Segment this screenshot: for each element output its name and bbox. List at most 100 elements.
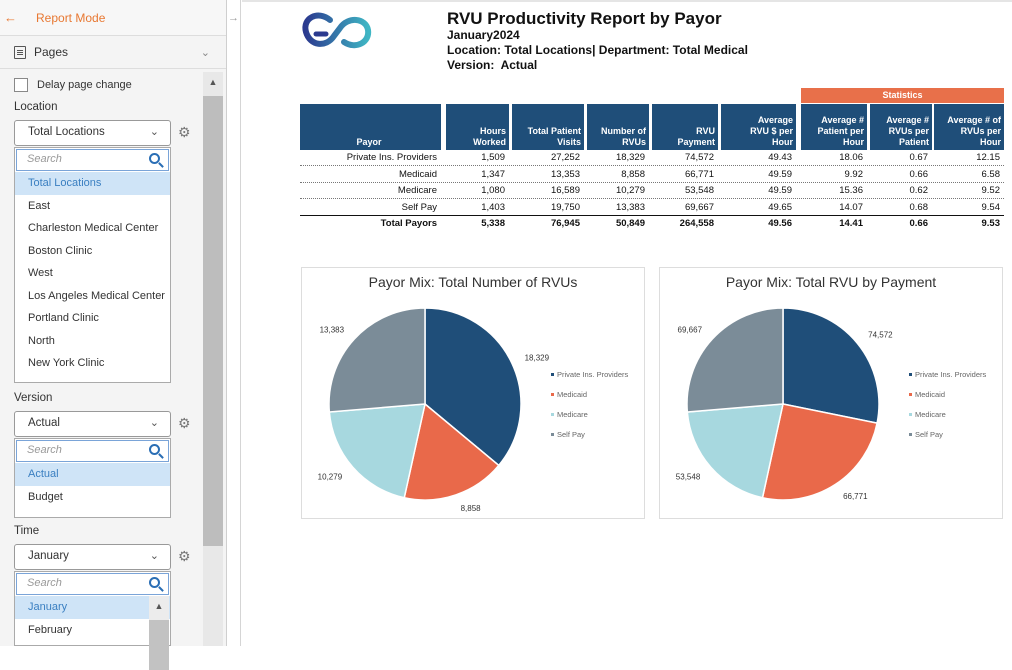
table-cell: 27,252: [550, 152, 580, 163]
table-cell: 6.58: [981, 168, 1001, 180]
column-header-rvus: Number of RVUs: [587, 104, 649, 150]
version-list-item[interactable]: Actual: [15, 463, 170, 486]
time-list-item[interactable]: January: [15, 596, 170, 619]
location-search-input[interactable]: Search: [16, 149, 169, 171]
location-list-item[interactable]: Los Angeles Medical Center: [28, 289, 165, 302]
legend-label: Medicare: [557, 410, 588, 419]
sidebar-scrollbar[interactable]: ▲: [203, 72, 223, 646]
legend-label: Medicaid: [915, 390, 945, 399]
table-row: Medicaid 1,347 13,353 8,858 66,771 49.59 9.92 0…: [300, 167, 1004, 183]
table-cell: 0.67: [909, 152, 929, 163]
version-dropdown[interactable]: Actual ⌄: [14, 411, 171, 437]
version-search-input[interactable]: Search: [16, 440, 169, 462]
location-list-item[interactable]: West: [28, 267, 53, 279]
search-icon[interactable]: [149, 444, 160, 455]
legend-swatch: [909, 413, 912, 416]
payor-name: Self Pay: [401, 201, 437, 213]
pie-chart-svg: 18,329 8,858 10,279 13,383 Private Ins. Prov…: [318, 307, 629, 513]
location-list-item[interactable]: Boston Clinic: [28, 244, 93, 257]
table-cell: 19,750: [550, 201, 580, 213]
legend-swatch: [551, 393, 554, 396]
report-mode-bar[interactable]: ← Report Mode: [0, 0, 226, 36]
pie-chart-payment: Payor Mix: Total RVU by Payment 74,572 66…: [659, 267, 1003, 519]
version-list: Search Actual Budget: [14, 438, 171, 518]
table-cell: 49.56: [768, 218, 792, 229]
legend-swatch: [551, 373, 554, 376]
table-cell: 18.06: [839, 152, 863, 163]
chevron-down-icon: ⌄: [149, 417, 159, 429]
legend-label: Private Ins. Providers: [915, 370, 987, 379]
pages-icon: [14, 45, 26, 59]
table-cell: 74,572: [684, 152, 714, 163]
time-search-input[interactable]: Search: [16, 573, 169, 595]
time-gear-icon[interactable]: ⚙: [178, 548, 191, 564]
table-cell: 66,771: [684, 168, 714, 180]
table-row: Private Ins. Providers 1,509 27,252 18,329 7…: [300, 150, 1004, 166]
payor-name: Medicaid: [398, 168, 437, 180]
table-cell: 8,858: [621, 168, 645, 180]
time-list-scrollbar[interactable]: ▲: [149, 596, 169, 670]
delay-page-change[interactable]: Delay page change: [14, 78, 132, 92]
location-list-item[interactable]: East: [28, 199, 51, 212]
location-dropdown[interactable]: Total Locations ⌄: [14, 120, 171, 146]
payor-name: Medicare: [397, 185, 437, 196]
location-list-item[interactable]: Charleston Medical Center: [28, 222, 159, 234]
table-row: Self Pay 1,403 19,750 13,383 69,667 49.65 14.0…: [300, 200, 1004, 216]
legend-swatch: [909, 433, 912, 436]
table-cell: 9.54: [981, 201, 1001, 213]
time-list-item[interactable]: February: [28, 623, 73, 636]
payor-name: Total Payors: [380, 218, 437, 229]
data-label: 10,279: [318, 472, 343, 481]
table-cell: 0.68: [909, 201, 929, 213]
pie-slice-medicaid: [761, 403, 878, 501]
column-header-hours: Hours Worked: [446, 104, 509, 150]
table-cell: 13,353: [550, 168, 580, 180]
column-header-payment: RVU Payment: [652, 104, 718, 150]
legend-label: Self Pay: [915, 430, 943, 439]
version-list-item[interactable]: Budget: [28, 490, 63, 503]
table-cell: 264,558: [679, 218, 714, 229]
top-border: [242, 0, 1012, 2]
search-icon[interactable]: [149, 577, 160, 588]
delay-checkbox[interactable]: [14, 78, 28, 92]
table-cell: 0.62: [909, 185, 929, 196]
back-arrow-icon[interactable]: ←: [4, 10, 17, 25]
pie-chart-rvus: Payor Mix: Total Number of RVUs 18,329 8,…: [301, 267, 645, 519]
chevron-down-icon[interactable]: ⌄: [200, 46, 210, 59]
pie-slice-private-ins-providers: [782, 307, 880, 424]
sidebar-splitter[interactable]: →: [227, 0, 241, 646]
scroll-thumb[interactable]: [203, 96, 223, 546]
table-cell: 49.59: [768, 168, 792, 180]
report-mode-label[interactable]: Report Mode: [36, 10, 106, 25]
chart-title: Payor Mix: Total RVU by Payment: [725, 274, 937, 290]
data-label: 74,572: [868, 330, 893, 339]
pie-slice-medicaid: [403, 402, 500, 501]
scroll-thumb[interactable]: [149, 620, 169, 670]
location-list-item[interactable]: Total Locations: [15, 172, 170, 195]
report-canvas: RVU Productivity Report by Payor January…: [242, 0, 1012, 646]
expand-arrow-icon[interactable]: →: [228, 12, 239, 24]
table-cell: 49.59: [768, 185, 792, 196]
pie-chart-svg: 74,572 66,771 53,548 69,667 Private Ins. Pro…: [676, 307, 987, 501]
time-dropdown[interactable]: January ⌄: [14, 544, 171, 570]
column-header-payor: Payor: [300, 104, 441, 150]
search-icon[interactable]: [149, 153, 160, 164]
scroll-up-icon[interactable]: ▲: [154, 601, 164, 611]
time-selected: January: [28, 550, 69, 562]
time-label: Time: [14, 525, 40, 537]
location-list-item[interactable]: North: [28, 334, 55, 347]
data-label: 8,858: [461, 504, 482, 513]
column-header-avg-rvu-dollar: Average RVU $ per Hour: [721, 104, 796, 150]
pie-slice-medicare: [686, 403, 784, 499]
location-list-item[interactable]: Portland Clinic: [28, 312, 99, 324]
legend-swatch: [909, 373, 912, 376]
pie-slice-private-ins-providers: [424, 307, 522, 467]
table-cell: 9.92: [844, 168, 864, 180]
table-cell: 14.41: [839, 218, 863, 229]
location-list-item[interactable]: New York Clinic: [28, 357, 105, 369]
scroll-up-icon[interactable]: ▲: [208, 77, 218, 87]
version-gear-icon[interactable]: ⚙: [178, 415, 191, 431]
pages-section[interactable]: Pages ⌄: [0, 36, 226, 69]
legend-label: Private Ins. Providers: [557, 370, 629, 379]
location-gear-icon[interactable]: ⚙: [178, 124, 191, 140]
